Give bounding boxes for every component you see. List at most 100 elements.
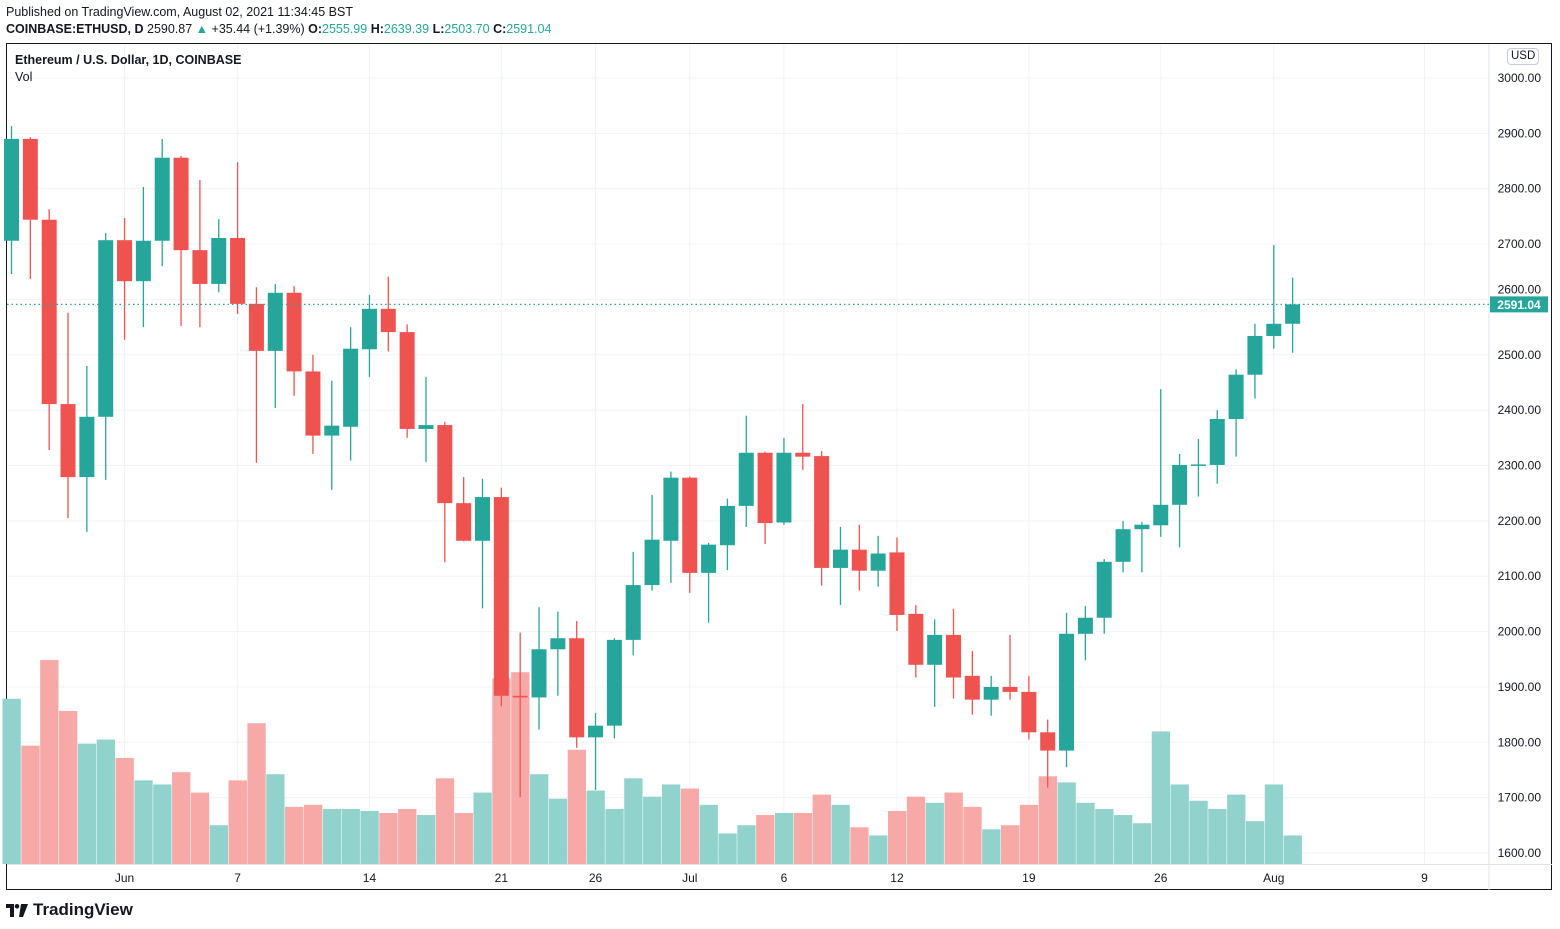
candle (983, 675, 999, 716)
volume-bar (925, 802, 944, 864)
candle (135, 187, 151, 328)
volume-bar (680, 788, 700, 864)
volume-bar (303, 804, 323, 864)
candle (795, 404, 811, 470)
candle (343, 327, 359, 461)
volume-bar (115, 757, 134, 864)
volume-bar (718, 833, 737, 864)
candle-body (456, 503, 472, 541)
candle (98, 233, 114, 480)
candle-body (1285, 304, 1301, 324)
candle-body (983, 686, 999, 700)
candle (286, 286, 302, 396)
volume-bar (812, 794, 831, 864)
y-tick-label: 2000.00 (1498, 625, 1542, 639)
candle (418, 376, 434, 463)
candle-body (286, 292, 302, 372)
candle-body (588, 725, 604, 738)
volume-bar (1114, 815, 1133, 864)
x-tick-label: 7 (234, 871, 241, 885)
volume-bar (982, 829, 1001, 864)
y-tick-label: 1700.00 (1498, 791, 1542, 805)
candle (305, 354, 321, 454)
candle-body (1266, 323, 1282, 336)
candle (719, 498, 735, 571)
volume-bar (1170, 784, 1189, 864)
volume-bar (285, 806, 304, 864)
volume-bar (96, 739, 115, 864)
candle (1209, 410, 1225, 484)
volume-bar (454, 813, 473, 864)
candle (361, 295, 377, 377)
candle (1285, 277, 1301, 353)
candle-body (927, 634, 943, 665)
chart-frame (6, 43, 1552, 890)
y-tick-label: 2600.00 (1498, 282, 1542, 296)
candle-body (1002, 686, 1018, 692)
volume-bar (567, 749, 586, 864)
volume-bar (134, 780, 153, 864)
volume-bar (21, 745, 40, 864)
candle-body (324, 425, 340, 436)
candle-body (1059, 633, 1075, 751)
candle (682, 476, 698, 593)
volume-bar (77, 743, 97, 864)
candle-body (418, 425, 434, 429)
volume-bar (756, 815, 775, 864)
candle-body (343, 348, 359, 427)
tradingview-logo[interactable]: TradingView (6, 900, 133, 920)
y-tick-label: 2400.00 (1498, 403, 1542, 417)
candle-body (475, 497, 490, 541)
volume-bar (40, 660, 59, 864)
volume-bar (1076, 802, 1095, 864)
candle-body (1077, 617, 1093, 634)
candle-body (1040, 732, 1056, 751)
candle (22, 137, 38, 279)
candle-body (1209, 419, 1225, 465)
candle (475, 478, 490, 609)
candle-body (437, 425, 453, 504)
volume-bar (548, 798, 568, 864)
candle (701, 543, 717, 623)
y-tick-label: 2900.00 (1498, 126, 1542, 140)
x-tick-label: Aug (1263, 871, 1284, 885)
volume-bar (1208, 808, 1227, 864)
candle-body (946, 634, 961, 678)
volume-bar (586, 790, 605, 864)
candle-body (851, 549, 867, 571)
x-tick-label: Jun (115, 871, 134, 885)
candle-body (1115, 529, 1131, 562)
candle-body (1228, 374, 1244, 419)
candle-body (267, 292, 283, 351)
last-price-badge (1490, 296, 1548, 313)
candle-body (1134, 524, 1150, 530)
tradingview-logo-icon (6, 903, 28, 917)
volume-bar (1001, 825, 1020, 864)
candle-body (550, 638, 566, 650)
candle (606, 638, 622, 739)
candle (1172, 453, 1188, 548)
candle-body (1021, 691, 1037, 733)
candle (1077, 606, 1093, 661)
candle-body (173, 157, 189, 251)
candle (1266, 245, 1282, 349)
candle (757, 451, 773, 545)
volume-bar (1189, 800, 1208, 864)
candle (1115, 520, 1131, 573)
candle (41, 209, 57, 450)
y-tick-label: 2700.00 (1498, 237, 1542, 251)
candle (738, 415, 754, 527)
low-value: 2503.70 (444, 22, 490, 36)
currency-button[interactable]: USD (1507, 48, 1540, 65)
last-price-label: 2591.04 (1497, 298, 1541, 312)
candle-body (719, 505, 735, 546)
high-label: H: (370, 22, 384, 36)
candle-body (738, 452, 754, 506)
candle (248, 287, 264, 463)
low-label: L: (432, 22, 445, 36)
volume-bars (2, 660, 1302, 864)
volume-bar (774, 813, 794, 864)
x-tick-label: 9 (1421, 871, 1428, 885)
x-tick-label: 14 (363, 871, 377, 885)
